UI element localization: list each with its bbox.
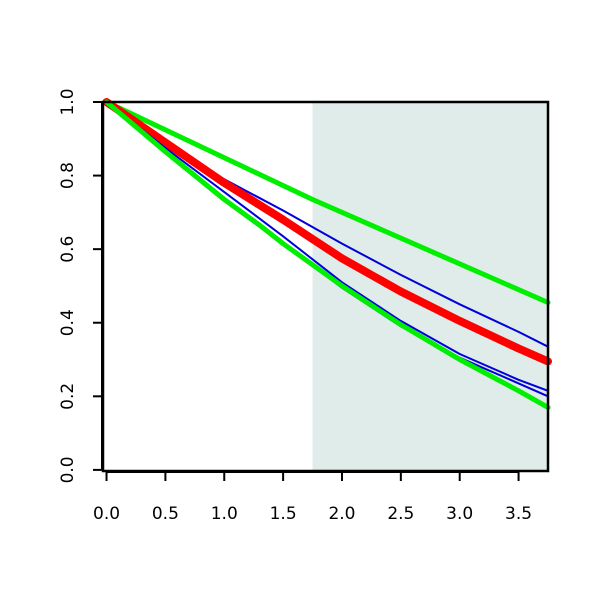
y-tick-label: 1.0	[58, 88, 78, 115]
y-tick-label: 0.0	[58, 456, 78, 483]
series-line-lower-line-1	[105, 101, 549, 392]
x-tick-label: 0.5	[152, 504, 179, 524]
x-tick-label: 1.5	[270, 504, 297, 524]
x-axis: 0.0 0.5 1.0 1.5 2.0 2.5 3.0 3.5	[93, 471, 532, 524]
series-line-lower-bound	[104, 99, 551, 410]
x-tick-label: 1.0	[211, 504, 238, 524]
y-tick-label: 0.4	[58, 309, 78, 336]
y-tick-label: 0.2	[58, 383, 78, 410]
y-axis: 0.0 0.2 0.4 0.6 0.8 1.0	[58, 88, 103, 483]
series-line-mean	[102, 98, 552, 366]
y-tick-label: 0.8	[58, 162, 78, 189]
series-line-upper-bound	[104, 99, 551, 305]
x-tick-label: 2.0	[328, 504, 355, 524]
x-tick-label: 2.5	[387, 504, 414, 524]
x-tick-label: 3.5	[505, 504, 532, 524]
y-tick-label: 0.6	[58, 236, 78, 263]
x-tick-label: 3.0	[446, 504, 473, 524]
x-tick-label: 0.0	[93, 504, 120, 524]
series-lines-layer	[102, 98, 552, 410]
